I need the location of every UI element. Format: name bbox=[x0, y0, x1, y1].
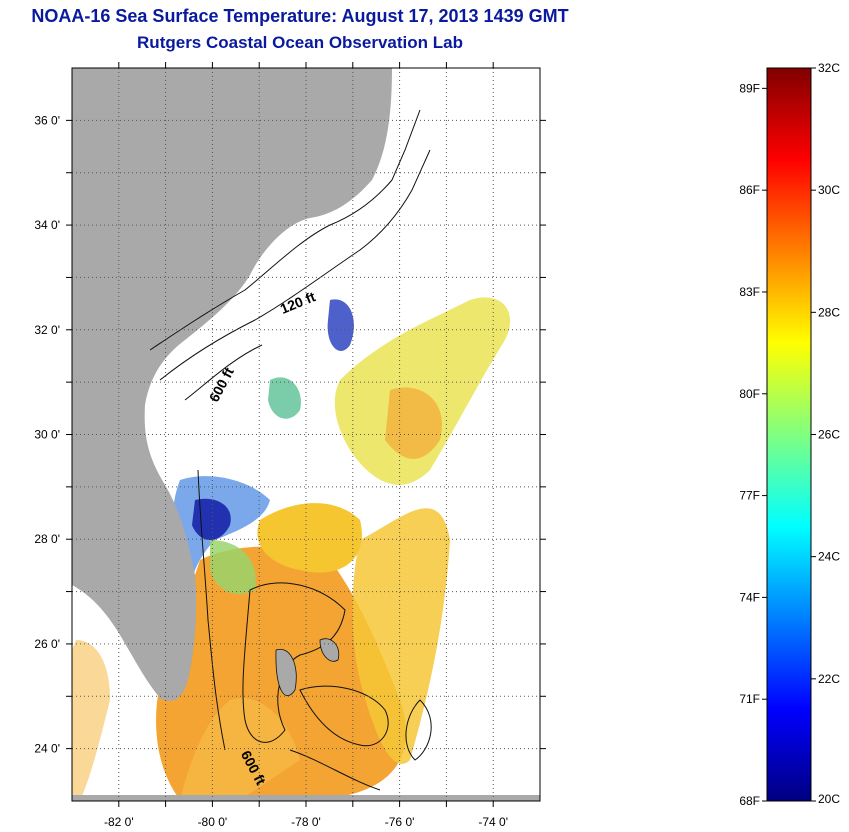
colorbar-label-c: 20C bbox=[818, 792, 840, 806]
colorbar-label-c: 26C bbox=[818, 428, 840, 442]
colorbar-label-c: 28C bbox=[818, 305, 840, 319]
lat-tick-label: 26 0' bbox=[34, 637, 60, 651]
sst-patch-yellow-1 bbox=[257, 503, 362, 573]
bahamas-bank-contour-2 bbox=[299, 685, 389, 747]
sst-patch-gulf bbox=[72, 640, 110, 800]
latitude-labels: 36 0' 34 0' 32 0' 30 0' 28 0' 26 0' 24 0' bbox=[34, 113, 60, 755]
lat-tick-label: 32 0' bbox=[34, 323, 60, 337]
lon-tick-label: -74 0' bbox=[478, 815, 508, 829]
lat-tick-label: 36 0' bbox=[34, 113, 60, 127]
colorbar-label-f: 77F bbox=[739, 489, 760, 503]
colorbar-celsius-labels: 32C 30C 28C 26C 24C 22C 20C bbox=[811, 61, 840, 806]
lat-tick-label: 34 0' bbox=[34, 218, 60, 232]
colorbar-label-f: 80F bbox=[739, 387, 760, 401]
colorbar-label-c: 22C bbox=[818, 672, 840, 686]
lat-tick-label: 30 0' bbox=[34, 428, 60, 442]
axis-ticks bbox=[66, 62, 546, 807]
colorbar-label-f: 86F bbox=[739, 183, 760, 197]
colorbar-label-f: 68F bbox=[739, 794, 760, 808]
lake-1 bbox=[274, 262, 286, 271]
land-mass-east-coast bbox=[72, 68, 392, 701]
andros-island bbox=[275, 648, 297, 697]
colorbar-fahrenheit-labels: 89F 86F 83F 80F 77F 74F 71F 68F bbox=[739, 81, 767, 808]
lon-tick-label: -78 0' bbox=[291, 815, 321, 829]
map-title: NOAA-16 Sea Surface Temperature: August … bbox=[31, 6, 569, 26]
colorbar-label-c: 24C bbox=[818, 550, 840, 564]
colorbar-label-f: 74F bbox=[739, 590, 760, 604]
sst-patch-green-2 bbox=[210, 540, 256, 594]
cuba-coast bbox=[72, 795, 540, 801]
temperature-colorbar bbox=[766, 67, 812, 802]
sst-patch-yellow-2 bbox=[352, 508, 450, 764]
colorbar-label-c: 32C bbox=[818, 61, 840, 75]
lon-tick-label: -80 0' bbox=[198, 815, 228, 829]
bahamas-bank-contour bbox=[242, 582, 346, 743]
lat-tick-label: 28 0' bbox=[34, 532, 60, 546]
map-subtitle: Rutgers Coastal Ocean Observation Lab bbox=[137, 33, 463, 52]
colorbar-label-f: 71F bbox=[739, 692, 760, 706]
sst-patch-orange-1 bbox=[385, 387, 442, 459]
sst-patch-yellow-3 bbox=[334, 297, 511, 485]
lon-tick-label: -82 0' bbox=[104, 815, 134, 829]
lat-tick-label: 24 0' bbox=[34, 742, 60, 756]
lon-tick-label: -76 0' bbox=[385, 815, 415, 829]
longitude-labels: -82 0' -80 0' -78 0' -76 0' -74 0' bbox=[104, 815, 508, 829]
colorbar-label-f: 89F bbox=[739, 81, 760, 95]
colorbar-label-c: 30C bbox=[818, 183, 840, 197]
colorbar-label-f: 83F bbox=[739, 285, 760, 299]
sst-patch-blue-2 bbox=[327, 299, 354, 351]
sst-patch-green-1 bbox=[268, 377, 301, 419]
bathymetry-contours bbox=[149, 109, 432, 791]
